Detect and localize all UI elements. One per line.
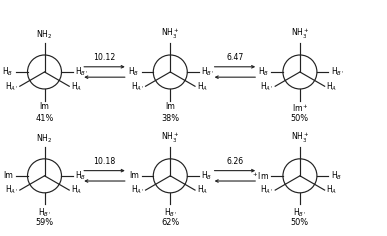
- Text: H$_B$: H$_B$: [75, 170, 87, 182]
- Text: Im$^+$: Im$^+$: [291, 102, 308, 114]
- Text: H$_B$: H$_B$: [201, 170, 212, 182]
- Text: $^+$Im: $^+$Im: [251, 170, 269, 182]
- Text: H$_{A'}$: H$_{A'}$: [131, 80, 144, 93]
- Text: H$_B$: H$_B$: [258, 66, 269, 78]
- Text: 62%: 62%: [161, 218, 180, 227]
- Text: 59%: 59%: [36, 218, 53, 227]
- Text: H$_{B'}$: H$_{B'}$: [201, 66, 214, 78]
- Text: H$_{B'}$: H$_{B'}$: [38, 206, 51, 219]
- Text: H$_B$: H$_B$: [331, 170, 342, 182]
- Text: Im: Im: [165, 102, 175, 111]
- Text: H$_{A'}$: H$_{A'}$: [260, 80, 274, 93]
- Text: H$_{B'}$: H$_{B'}$: [75, 66, 89, 78]
- Text: H$_{A'}$: H$_{A'}$: [260, 184, 274, 196]
- Text: 10.18: 10.18: [93, 157, 116, 166]
- Text: NH$_3^+$: NH$_3^+$: [161, 131, 180, 145]
- Text: Im: Im: [130, 171, 139, 180]
- Text: NH$_3^+$: NH$_3^+$: [161, 27, 180, 41]
- Text: NH$_2$: NH$_2$: [36, 29, 53, 41]
- Text: Im: Im: [39, 102, 50, 111]
- Text: 6.47: 6.47: [226, 53, 243, 62]
- Text: NH$_3^+$: NH$_3^+$: [291, 27, 309, 41]
- Text: H$_{B'}$: H$_{B'}$: [331, 66, 344, 78]
- Text: H$_A$: H$_A$: [197, 80, 208, 93]
- Text: NH$_3^+$: NH$_3^+$: [291, 131, 309, 145]
- Text: H$_B$: H$_B$: [128, 66, 139, 78]
- Text: 10.12: 10.12: [93, 53, 116, 62]
- Text: H$_A$: H$_A$: [197, 184, 208, 196]
- Text: H$_A$: H$_A$: [71, 184, 82, 196]
- Text: H$_A$: H$_A$: [71, 80, 82, 93]
- Text: H$_A$: H$_A$: [326, 184, 337, 196]
- Text: NH$_2$: NH$_2$: [36, 132, 53, 145]
- Text: 41%: 41%: [35, 114, 54, 123]
- Text: H$_{A'}$: H$_{A'}$: [131, 184, 144, 196]
- Text: H$_{A'}$: H$_{A'}$: [5, 80, 18, 93]
- Text: H$_{B'}$: H$_{B'}$: [164, 206, 177, 219]
- Text: 6.26: 6.26: [226, 157, 243, 166]
- Text: H$_B$: H$_B$: [2, 66, 14, 78]
- Text: Im: Im: [4, 171, 14, 180]
- Text: 50%: 50%: [291, 218, 309, 227]
- Text: H$_A$: H$_A$: [326, 80, 337, 93]
- Text: 38%: 38%: [161, 114, 179, 123]
- Text: H$_{B'}$: H$_{B'}$: [293, 206, 307, 219]
- Text: H$_{A'}$: H$_{A'}$: [5, 184, 18, 196]
- Text: 50%: 50%: [291, 114, 309, 123]
